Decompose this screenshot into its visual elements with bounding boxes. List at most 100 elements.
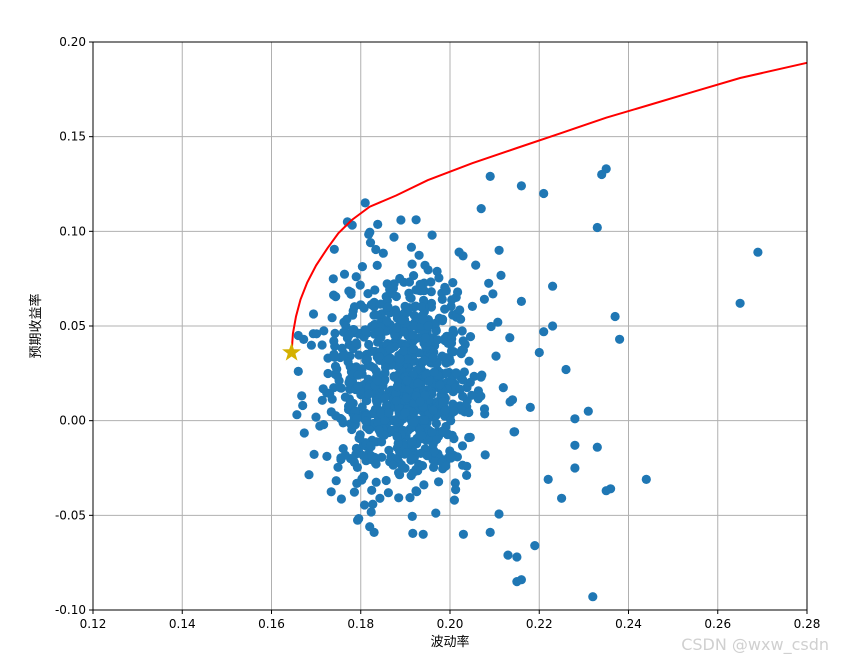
portfolio-point xyxy=(465,377,475,387)
portfolio-point xyxy=(311,412,321,422)
portfolio-point xyxy=(476,372,486,382)
portfolio-point xyxy=(355,433,365,444)
portfolio-point xyxy=(383,302,393,312)
portfolio-point xyxy=(382,400,392,410)
x-tick-label: 0.12 xyxy=(80,617,107,631)
portfolio-point xyxy=(317,340,327,350)
portfolio-point xyxy=(364,425,374,435)
y-tick-label: 0.00 xyxy=(59,414,86,428)
portfolio-point xyxy=(374,352,384,362)
portfolio-point xyxy=(328,274,338,284)
portfolio-point xyxy=(359,303,369,313)
portfolio-point xyxy=(371,244,381,255)
portfolio-point xyxy=(427,230,437,240)
portfolio-point xyxy=(409,417,419,427)
portfolio-point xyxy=(357,262,367,272)
portfolio-point xyxy=(485,171,495,181)
portfolio-point xyxy=(331,476,341,486)
portfolio-point xyxy=(415,279,425,289)
portfolio-point xyxy=(336,494,346,504)
portfolio-point xyxy=(441,368,451,378)
y-tick-label: 0.20 xyxy=(59,35,86,49)
portfolio-point xyxy=(394,493,404,503)
portfolio-point xyxy=(377,452,387,462)
portfolio-point xyxy=(361,355,371,365)
portfolio-point xyxy=(407,259,417,269)
portfolio-point xyxy=(548,321,558,331)
portfolio-point xyxy=(548,281,558,291)
portfolio-point xyxy=(390,330,400,340)
portfolio-point xyxy=(381,475,391,486)
portfolio-point xyxy=(407,437,417,447)
portfolio-point xyxy=(364,339,374,350)
portfolio-point xyxy=(446,416,456,426)
portfolio-point xyxy=(298,400,308,411)
portfolio-point xyxy=(416,302,426,312)
portfolio-point xyxy=(375,493,385,503)
portfolio-point xyxy=(360,198,370,208)
portfolio-point xyxy=(353,515,363,525)
portfolio-point xyxy=(329,336,339,346)
portfolio-point xyxy=(309,449,319,459)
portfolio-point xyxy=(344,286,354,296)
portfolio-point xyxy=(396,215,406,225)
portfolio-point xyxy=(418,314,428,325)
portfolio-point xyxy=(448,278,458,288)
portfolio-point xyxy=(401,393,411,403)
portfolio-point xyxy=(353,381,363,391)
portfolio-point xyxy=(557,493,567,503)
portfolio-point xyxy=(457,441,468,451)
portfolio-point xyxy=(323,353,333,363)
x-tick-label: 0.18 xyxy=(347,617,374,631)
portfolio-point xyxy=(407,511,417,521)
portfolio-point xyxy=(530,541,540,551)
portfolio-point xyxy=(464,356,474,366)
y-tick-label: 0.10 xyxy=(59,224,86,238)
portfolio-point xyxy=(322,451,332,461)
portfolio-point xyxy=(382,316,392,326)
portfolio-point xyxy=(367,485,377,495)
portfolio-point xyxy=(479,404,490,414)
portfolio-point xyxy=(351,338,361,348)
portfolio-point xyxy=(352,478,362,488)
portfolio-point xyxy=(395,273,405,284)
portfolio-point xyxy=(385,344,395,354)
portfolio-point xyxy=(380,415,390,425)
portfolio-point xyxy=(404,288,414,298)
portfolio-point xyxy=(430,457,440,467)
portfolio-point xyxy=(417,430,427,441)
portfolio-point xyxy=(455,384,465,394)
x-axis-ticks: 0.12 0.14 0.16 0.18 0.20 0.22 0.24 0.26 0.28 xyxy=(80,610,821,631)
portfolio-point xyxy=(414,250,424,260)
portfolio-point xyxy=(376,408,386,419)
portfolio-point xyxy=(361,326,371,336)
x-tick-label: 0.28 xyxy=(794,617,821,631)
portfolio-point xyxy=(610,311,620,322)
portfolio-point xyxy=(395,354,405,364)
portfolio-point xyxy=(389,232,399,242)
portfolio-point xyxy=(458,529,468,539)
portfolio-point xyxy=(384,354,394,364)
portfolio-point xyxy=(476,204,486,214)
portfolio-point xyxy=(498,383,508,393)
portfolio-point xyxy=(438,314,448,324)
portfolio-point xyxy=(363,289,373,299)
portfolio-point xyxy=(400,301,410,311)
portfolio-point xyxy=(336,453,346,463)
portfolio-point xyxy=(355,280,365,290)
y-axis-label: 预期收益率 xyxy=(28,293,44,358)
portfolio-point xyxy=(484,278,494,288)
portfolio-point xyxy=(408,370,418,380)
portfolio-point xyxy=(366,507,376,517)
portfolio-point xyxy=(364,229,374,239)
portfolio-point xyxy=(753,247,763,257)
portfolio-point xyxy=(409,271,419,281)
portfolio-point xyxy=(366,300,376,310)
portfolio-point xyxy=(426,277,436,287)
portfolio-point xyxy=(365,238,376,248)
x-axis-label: 波动率 xyxy=(430,634,469,650)
portfolio-point xyxy=(359,500,370,510)
portfolio-point xyxy=(349,487,359,497)
portfolio-point xyxy=(330,328,340,338)
